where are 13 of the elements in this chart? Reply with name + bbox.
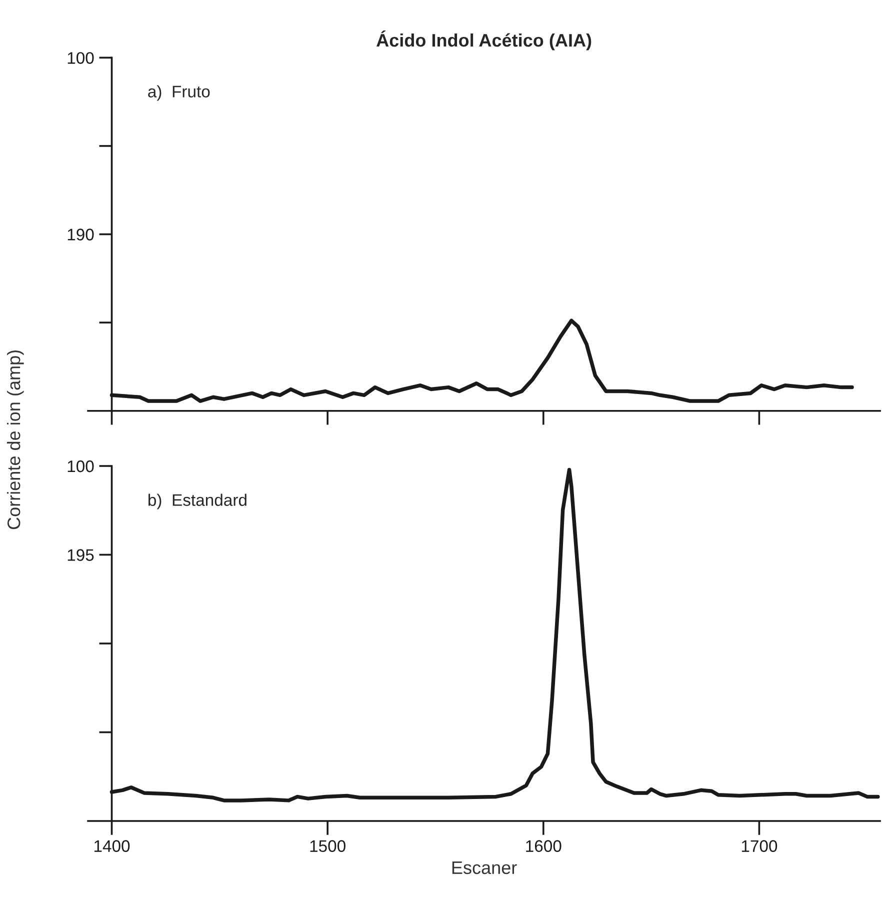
- y-tick-label: 195: [68, 549, 94, 561]
- x-tick-label: 1600: [526, 840, 562, 852]
- x-axis-title: Escaner: [452, 861, 517, 874]
- chart-title: Ácido Indol Acético (AIA): [376, 30, 592, 50]
- annotation: b) Estandard: [148, 494, 246, 510]
- y-axis-title: Corriente de ion (amp): [6, 350, 24, 530]
- y-tick-label: 100: [68, 52, 94, 64]
- y-tick-label: 100: [68, 460, 94, 472]
- x-tick-label: 1700: [742, 840, 778, 852]
- x-tick-label: 1400: [94, 840, 130, 852]
- annotation: a) Fruto: [148, 85, 210, 101]
- x-tick-label: 1500: [310, 840, 346, 852]
- y-tick-label: 190: [68, 228, 94, 240]
